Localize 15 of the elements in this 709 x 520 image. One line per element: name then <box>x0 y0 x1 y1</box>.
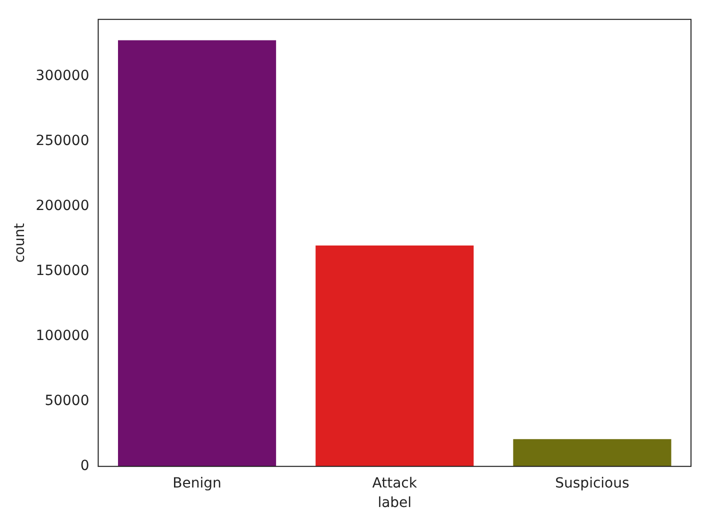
y-tick-label: 100000 <box>36 328 90 344</box>
bar <box>118 40 276 466</box>
y-tick-label: 0 <box>80 458 90 474</box>
y-tick-label: 300000 <box>36 68 90 84</box>
y-tick-label: 200000 <box>36 198 90 214</box>
y-tick-label: 50000 <box>44 393 90 410</box>
x-axis-title: label <box>378 495 412 512</box>
y-tick-label: 250000 <box>36 133 90 150</box>
y-axis-title: count <box>12 222 28 263</box>
x-tick-label: Benign <box>172 475 222 492</box>
x-tick-label: Attack <box>372 475 418 492</box>
y-tick-label: 150000 <box>36 263 90 280</box>
x-tick-label: Suspicious <box>555 475 630 492</box>
bar <box>513 439 672 466</box>
bar <box>316 246 474 466</box>
